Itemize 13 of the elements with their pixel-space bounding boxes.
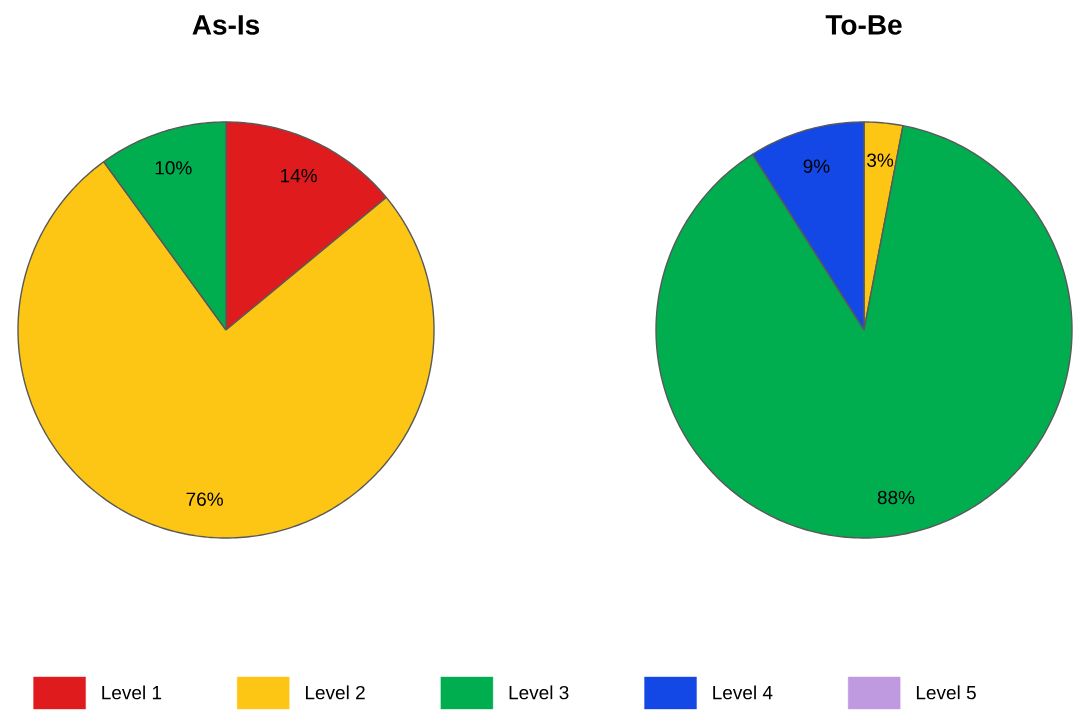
- legend-label: Level 2: [305, 685, 365, 700]
- data-label: 3%: [867, 153, 894, 167]
- data-label: 14%: [281, 169, 317, 183]
- slice-label: To-Be: [825, 15, 902, 35]
- legend-label: Level 4: [713, 685, 773, 700]
- legend-label: Level 3: [509, 685, 569, 700]
- legend-label: Level 1: [102, 685, 162, 700]
- legend-label: Level 5: [916, 685, 976, 700]
- data-label: 10%: [155, 161, 192, 175]
- data-label: 88%: [877, 490, 915, 505]
- data-label: 9%: [803, 159, 830, 173]
- slice-label: As-Is: [192, 15, 260, 35]
- data-label: 76%: [186, 492, 223, 506]
